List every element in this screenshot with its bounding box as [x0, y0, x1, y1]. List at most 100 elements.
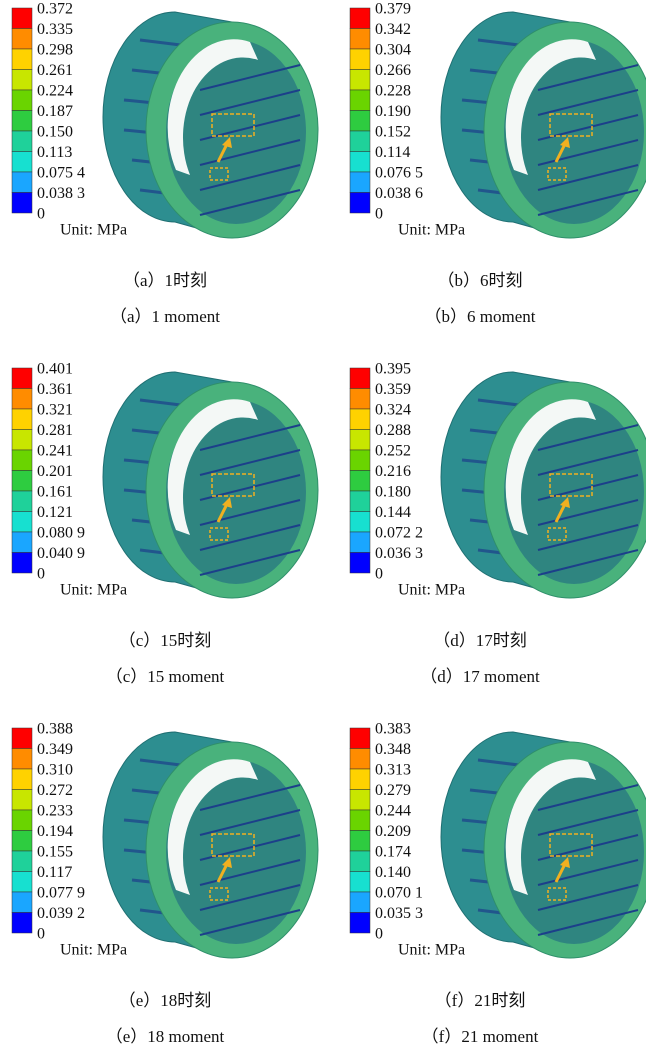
tooth-line	[199, 64, 301, 91]
tooth-line	[199, 449, 301, 476]
legend-label: 0	[375, 926, 383, 943]
tooth-line	[199, 424, 301, 451]
legend-swatch	[11, 470, 33, 492]
unit-label: Unit: MPa	[398, 582, 465, 599]
caption-cn: （b）6时刻	[438, 271, 523, 290]
legend-label: 0.279	[375, 782, 411, 799]
caption-en: （b）6 moment	[425, 307, 536, 326]
tooth-line	[537, 809, 639, 836]
unit-label: Unit: MPa	[60, 582, 127, 599]
legend-swatch	[349, 768, 371, 790]
legend-swatch	[349, 871, 371, 893]
tooth-line	[199, 549, 301, 576]
highlight-box	[549, 833, 593, 857]
legend-swatch	[349, 408, 371, 430]
legend-label: 0.304	[375, 42, 411, 59]
tooth-line	[537, 499, 639, 526]
legend-swatch	[349, 388, 371, 410]
legend-label: 0.150	[37, 124, 73, 141]
tooth-line	[537, 834, 639, 861]
legend-label: 0.152	[375, 124, 411, 141]
legend-label: 0.144	[375, 504, 411, 521]
legend-swatch	[349, 850, 371, 872]
legend-label: 0.233	[37, 803, 73, 820]
legend-label: 0	[375, 206, 383, 223]
highlight-box	[211, 833, 255, 857]
caption-en: （e）18 moment	[106, 1027, 225, 1045]
panel: 0.395 0.359 0.324 0.288 0.252 0.216 0.180 0.144…	[349, 361, 646, 686]
legend-label: 0.180	[375, 484, 411, 501]
legend-label: 0.209	[375, 823, 411, 840]
legend-swatch	[349, 912, 371, 934]
legend-label: 0.039 2	[37, 905, 85, 922]
caption-en: （d）17 moment	[420, 667, 540, 686]
legend-label: 0.080 9	[37, 525, 85, 542]
legend-swatch	[11, 388, 33, 410]
tooth-line	[537, 909, 639, 936]
legend-label: 0	[37, 566, 45, 583]
legend-swatch	[349, 789, 371, 811]
bore-gap	[167, 399, 258, 535]
tooth-line	[537, 884, 639, 911]
legend-label: 0.117	[37, 864, 72, 881]
tooth-line	[199, 524, 301, 551]
unit-label: Unit: MPa	[398, 222, 465, 239]
legend-swatch	[11, 28, 33, 50]
legend-label: 0.401	[37, 361, 73, 378]
legend-swatch	[349, 830, 371, 852]
tooth-line	[537, 424, 639, 451]
legend-label: 0.298	[37, 42, 73, 59]
legend-swatch	[11, 768, 33, 790]
tooth-line	[537, 114, 639, 141]
stator-render	[440, 731, 646, 959]
legend-swatch	[349, 891, 371, 913]
caption-en: （c）15 moment	[106, 667, 225, 686]
legend-label: 0.395	[375, 361, 411, 378]
legend-swatch	[11, 429, 33, 451]
tooth-line	[199, 859, 301, 886]
legend-label: 0.335	[37, 21, 73, 38]
legend-swatch	[349, 69, 371, 91]
legend-label: 0.266	[375, 62, 411, 79]
legend-swatch	[349, 48, 371, 70]
legend-swatch	[349, 110, 371, 132]
bore-gap	[505, 39, 596, 175]
legend-label: 0.194	[37, 823, 73, 840]
stator-render	[102, 11, 319, 239]
arrow-head	[222, 497, 232, 508]
tooth-line	[537, 139, 639, 166]
tooth-line	[537, 164, 639, 191]
legend-swatch	[349, 470, 371, 492]
highlight-box	[211, 473, 255, 497]
legend-label: 0.372	[37, 1, 73, 18]
tooth-line	[199, 189, 301, 216]
bore-gap	[167, 759, 258, 895]
legend-label: 0.070 1	[375, 885, 423, 902]
stator-render	[440, 11, 646, 239]
legend-label: 0.075 4	[37, 165, 85, 182]
legend-label: 0.121	[37, 504, 73, 521]
legend-swatch	[349, 748, 371, 770]
legend-label: 0.201	[37, 463, 73, 480]
legend-label: 0.244	[375, 803, 411, 820]
legend-swatch	[11, 727, 33, 749]
legend-swatch	[11, 809, 33, 831]
caption-cn: （e）18时刻	[119, 991, 212, 1010]
highlight-box	[549, 473, 593, 497]
legend-label: 0.038 6	[375, 185, 423, 202]
tooth-line	[199, 89, 301, 116]
tooth-line	[199, 884, 301, 911]
caption-cn: （a）1时刻	[123, 271, 207, 290]
arrow-head	[560, 137, 570, 148]
legend-label: 0.114	[375, 144, 410, 161]
legend-label: 0.313	[375, 762, 411, 779]
legend-swatch	[349, 89, 371, 111]
unit-label: Unit: MPa	[60, 942, 127, 959]
legend-label: 0.252	[375, 443, 411, 460]
tooth-line	[537, 189, 639, 216]
legend-swatch	[349, 130, 371, 152]
legend-swatch	[349, 429, 371, 451]
legend-label: 0	[37, 926, 45, 943]
legend-label: 0.361	[37, 381, 73, 398]
legend-swatch	[11, 511, 33, 533]
